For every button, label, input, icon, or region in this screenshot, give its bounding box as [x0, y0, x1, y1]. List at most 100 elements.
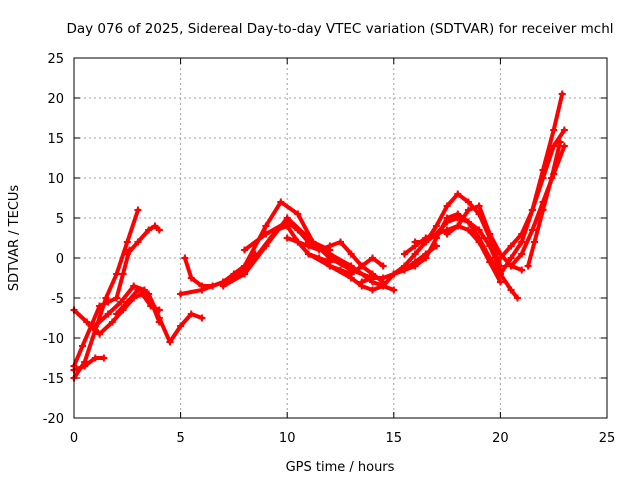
- data-point: [531, 238, 539, 246]
- data-point: [507, 242, 515, 250]
- data-point: [486, 242, 494, 250]
- data-point: [347, 250, 355, 258]
- y-axis-label: SDTVAR / TECUs: [7, 185, 22, 292]
- data-point: [518, 230, 526, 238]
- data-point: [464, 226, 472, 234]
- data-point: [119, 270, 127, 278]
- data-point: [432, 230, 440, 238]
- data-point: [464, 198, 472, 206]
- y-axis-ticks: -20 -15 -10 -5 0 5 10 15 20 25: [43, 52, 607, 427]
- data-point: [379, 262, 387, 270]
- data-point: [130, 282, 138, 290]
- data-point: [454, 214, 462, 222]
- data-point: [113, 310, 121, 318]
- y-tick-label: -20: [43, 412, 64, 427]
- x-tick-label: 20: [492, 431, 509, 446]
- y-tick-label: 5: [56, 212, 64, 227]
- data-point: [528, 226, 536, 234]
- data-point: [262, 222, 270, 230]
- data-point: [108, 318, 116, 326]
- data-point: [113, 270, 121, 278]
- data-point: [550, 126, 558, 134]
- data-point: [187, 310, 195, 318]
- series-track-1: [70, 206, 142, 382]
- data-point: [560, 142, 568, 150]
- data-point: [347, 270, 355, 278]
- data-point: [104, 298, 112, 306]
- data-point: [507, 262, 515, 270]
- data-point: [230, 270, 238, 278]
- data-point: [155, 314, 163, 322]
- data-point: [539, 206, 547, 214]
- data-point: [91, 322, 99, 330]
- data-point: [326, 262, 334, 270]
- data-point: [305, 250, 313, 258]
- y-tick-label: 10: [47, 172, 64, 187]
- data-point: [496, 278, 504, 286]
- data-point: [177, 322, 185, 330]
- data-point: [262, 230, 270, 238]
- data-point: [273, 226, 281, 234]
- data-point: [283, 234, 291, 242]
- data-point: [277, 198, 285, 206]
- data-point: [464, 206, 472, 214]
- data-point: [123, 298, 131, 306]
- series-track-22: [496, 126, 568, 262]
- data-point: [91, 354, 99, 362]
- data-point: [187, 274, 195, 282]
- data-point: [524, 262, 532, 270]
- x-axis-label: GPS time / hours: [286, 460, 395, 475]
- series-line: [285, 236, 386, 284]
- data-point: [507, 286, 515, 294]
- data-point: [294, 210, 302, 218]
- data-point: [513, 294, 521, 302]
- data-point: [528, 206, 536, 214]
- data-point: [411, 238, 419, 246]
- data-point: [390, 270, 398, 278]
- series-track-7: [123, 222, 163, 258]
- data-point: [241, 246, 249, 254]
- data-point: [123, 250, 131, 258]
- data-point: [443, 218, 451, 226]
- y-tick-label: -10: [43, 332, 64, 347]
- data-point: [83, 318, 91, 326]
- data-point: [145, 290, 153, 298]
- data-series: [70, 90, 568, 382]
- data-point: [379, 282, 387, 290]
- data-point: [283, 222, 291, 230]
- data-point: [368, 286, 376, 294]
- series-line: [498, 128, 567, 260]
- data-point: [134, 206, 142, 214]
- data-point: [550, 142, 558, 150]
- data-point: [337, 266, 344, 274]
- data-point: [177, 290, 185, 298]
- x-tick-label: 0: [70, 431, 78, 446]
- data-point: [558, 90, 566, 98]
- data-point: [496, 254, 504, 262]
- data-point: [496, 270, 504, 278]
- data-point: [560, 126, 568, 134]
- data-point: [241, 270, 249, 278]
- series-track-24: [524, 138, 564, 270]
- y-tick-label: 25: [47, 52, 64, 67]
- data-point: [486, 258, 494, 266]
- y-tick-label: 0: [56, 252, 64, 267]
- series-line: [72, 356, 106, 372]
- data-point: [422, 254, 430, 262]
- data-point: [422, 238, 430, 246]
- data-point: [305, 242, 313, 250]
- y-tick-label: -5: [51, 292, 64, 307]
- data-point: [181, 254, 189, 262]
- data-point: [358, 278, 366, 286]
- data-point: [102, 294, 110, 302]
- data-point: [400, 250, 408, 258]
- data-point: [134, 238, 142, 246]
- data-point: [315, 246, 323, 254]
- data-point: [104, 310, 112, 318]
- data-point: [198, 314, 206, 322]
- series-line: [72, 248, 132, 368]
- data-point: [358, 262, 366, 270]
- data-point: [326, 250, 334, 258]
- data-point: [454, 190, 462, 198]
- data-point: [145, 226, 153, 234]
